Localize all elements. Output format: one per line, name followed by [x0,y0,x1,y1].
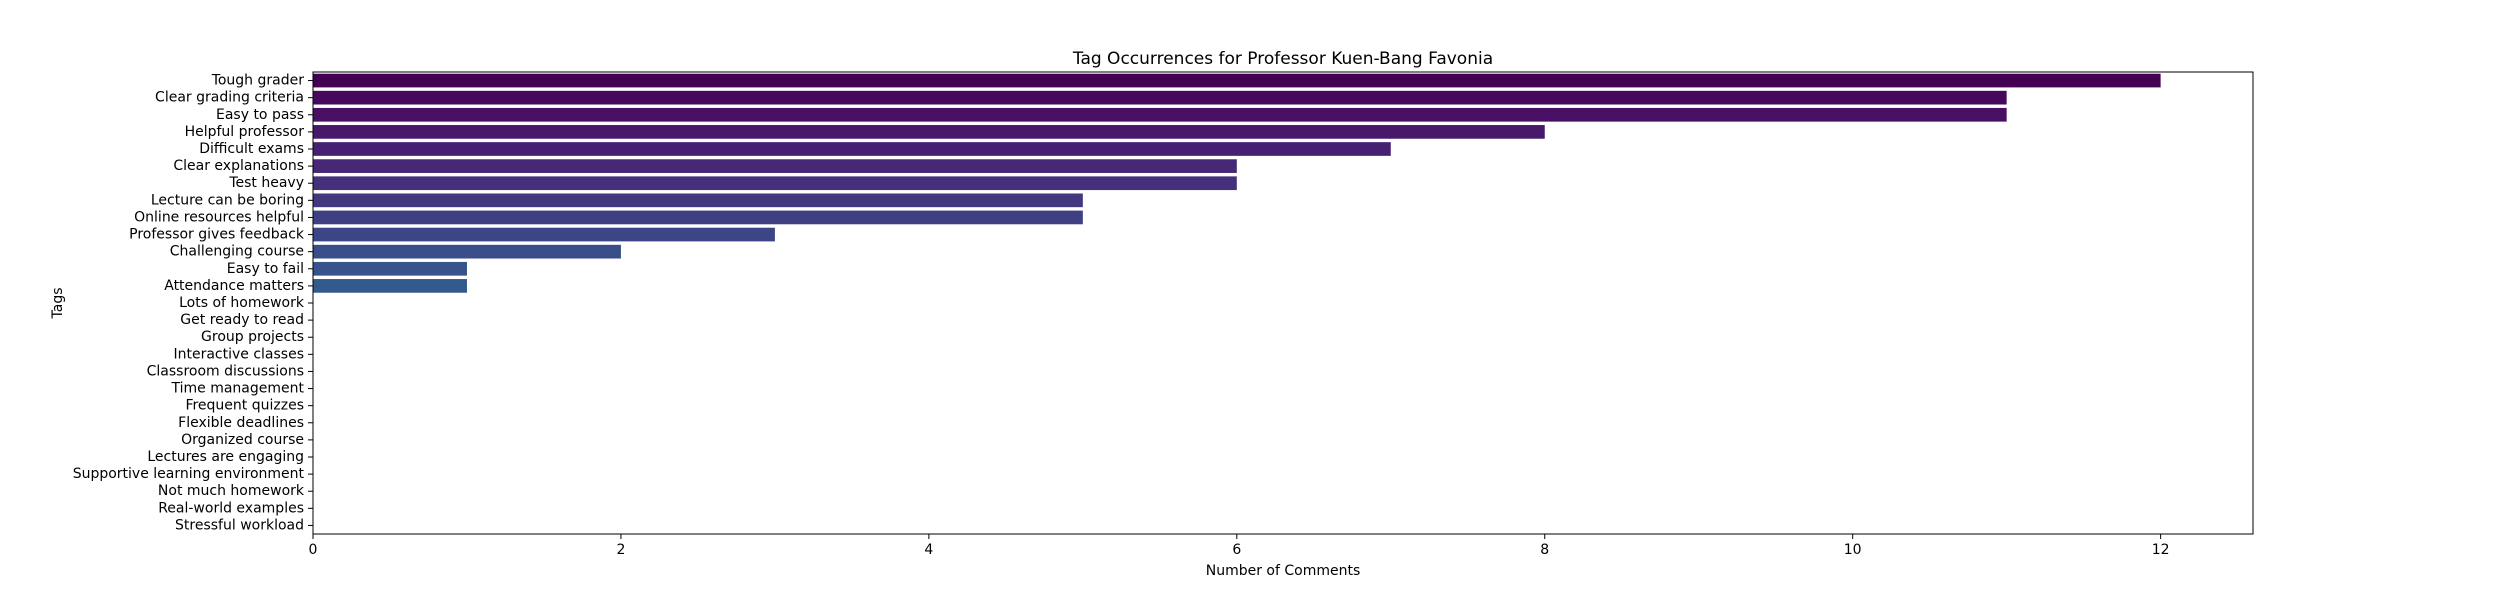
y-tick-label-7: Lecture can be boring [151,192,304,208]
x-tick-label-4: 8 [1540,542,1549,558]
y-tick-label-25: Real-world examples [158,500,304,516]
y-tick-label-6: Test heavy [228,175,304,191]
y-axis-title: Tags [50,288,66,320]
x-tick-label-6: 12 [2152,542,2170,558]
y-tick-label-22: Lectures are engaging [147,449,304,465]
y-tick-label-8: Online resources helpful [134,209,304,225]
x-tick-label-2: 4 [924,542,933,558]
y-tick-label-20: Flexible deadlines [178,415,304,431]
chart-title: Tag Occurrences for Professor Kuen-Bang … [1072,49,1493,69]
y-tick-label-11: Easy to fail [227,261,304,277]
bar-0 [313,73,2161,88]
y-tick-label-1: Clear grading criteria [155,90,304,106]
x-tick-label-1: 2 [616,542,625,558]
x-tick-layer: 0 2 4 6 8 10 12 [309,534,2170,558]
plot-frame [312,71,2254,535]
y-tick-label-2: Easy to pass [216,107,304,123]
y-tick-label-10: Challenging course [170,244,304,260]
bar-1 [313,90,2007,105]
bar-6 [313,176,1237,191]
bar-10 [313,244,621,259]
y-tick-label-21: Organized course [181,432,304,448]
x-axis-title: Number of Comments [1206,563,1361,579]
y-tick-label-15: Group projects [201,329,304,345]
y-tick-label-19: Frequent quizzes [185,398,304,414]
bar-2 [313,107,2007,122]
y-tick-label-4: Difficult exams [199,141,304,157]
x-tick-label-3: 6 [1232,542,1241,558]
y-tick-label-3: Helpful professor [185,124,305,140]
y-tick-label-5: Clear explanations [173,158,304,174]
y-tick-label-14: Get ready to read [180,312,304,328]
y-tick-label-9: Professor gives feedback [129,227,305,243]
y-tick-label-26: Stressful workload [175,517,304,533]
bar-5 [313,159,1237,173]
y-tick-label-24: Not much homework [158,483,305,499]
y-tick-label-23: Supportive learning environment [73,466,305,482]
y-tick-label-17: Classroom discussions [147,363,304,379]
bar-3 [313,125,1545,139]
bar-8 [313,210,1083,225]
y-tick-label-12: Attendance matters [164,278,304,294]
bar-7 [313,193,1083,208]
bar-11 [313,261,467,276]
y-tick-label-18: Time management [171,381,305,397]
y-tick-label-13: Lots of homework [179,295,305,311]
bar-12 [313,279,467,293]
bars-layer [313,73,2161,293]
bar-9 [313,227,775,242]
x-tick-label-0: 0 [309,542,318,558]
y-tick-label-0: Tough grader [211,73,305,89]
bar-4 [313,142,1391,156]
x-tick-label-5: 10 [1844,542,1862,558]
y-tick-label-16: Interactive classes [173,346,304,362]
